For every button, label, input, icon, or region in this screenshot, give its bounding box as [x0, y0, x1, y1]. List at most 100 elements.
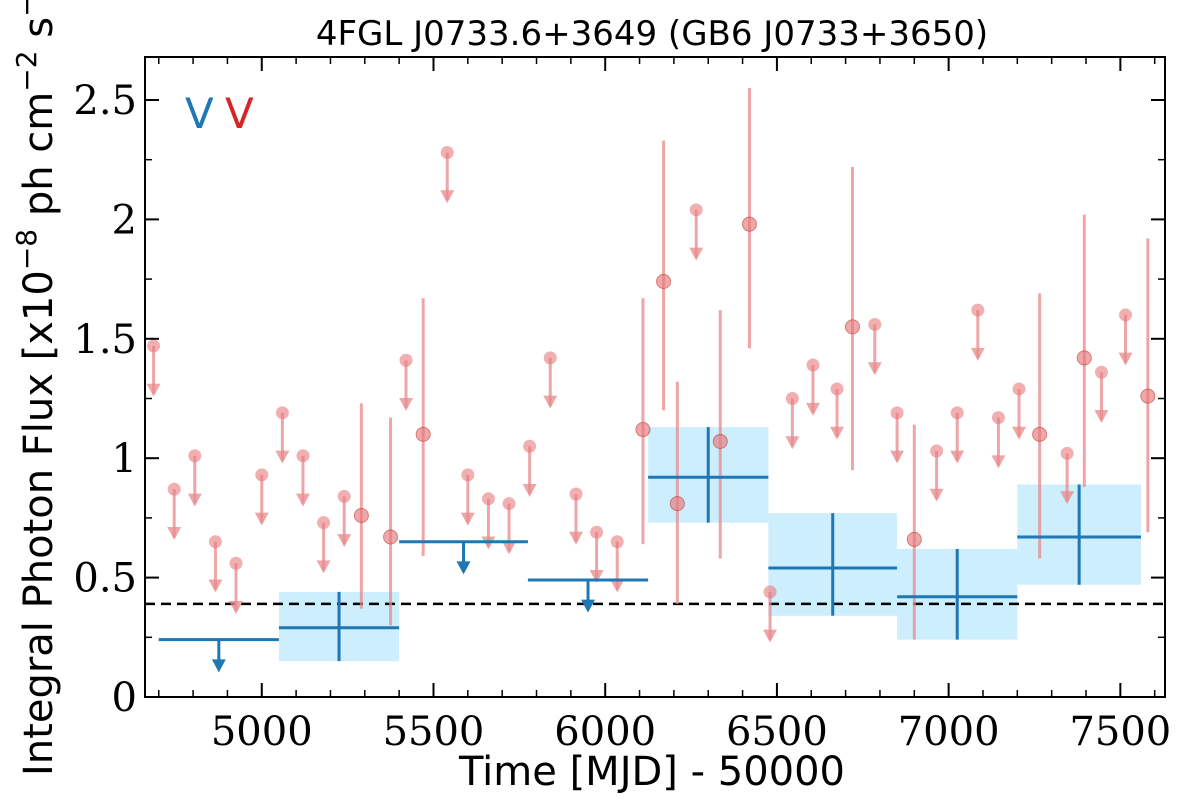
short-upper-limit-point-22 [785, 391, 799, 405]
y-axis-label-main: Integral Photon Flux [x10 [16, 270, 62, 776]
y-axis-label-exp2: −2 [10, 50, 43, 91]
short-upper-limit-arrow-1 [167, 527, 182, 540]
y-axis-label-exp1: −8 [10, 229, 43, 270]
short-upper-limit-point-25 [868, 317, 882, 331]
short-upper-limit-arrow-7 [295, 493, 310, 507]
x-tick-label-5: 7500 [1069, 709, 1171, 755]
short-upper-limit-arrow-22 [785, 436, 800, 450]
short-upper-limit-arrow-12 [460, 512, 475, 526]
legend: V V [185, 89, 254, 138]
short-upper-limit-point-24 [830, 382, 844, 396]
y-tick-label-4: 2 [112, 197, 137, 243]
short-upper-limit-point-3 [208, 535, 222, 549]
short-upper-limit-point-31 [1012, 382, 1026, 396]
short-upper-limit-point-4 [229, 556, 243, 570]
short-upper-limit-point-0 [147, 339, 161, 353]
long-bin-limit-arrow-2 [456, 561, 471, 575]
short-upper-limit-arrow-29 [970, 347, 985, 361]
axes: 5000 5500 6000 6500 7000 7500 0 0.5 1 1.5 2 2.5 [73, 56, 1171, 755]
short-upper-limit-arrow-11 [440, 190, 455, 204]
short-detection-point-9 [906, 531, 922, 547]
short-detection-point-3 [635, 422, 651, 438]
short-upper-limit-point-23 [806, 358, 820, 372]
short-upper-limit-arrow-3 [208, 579, 223, 593]
y-tick-label-0: 0 [112, 675, 137, 721]
short-upper-limit-arrow-34 [1118, 352, 1133, 366]
short-upper-limit-point-26 [890, 406, 904, 420]
short-upper-limit-point-11 [440, 146, 454, 160]
short-upper-limit-arrow-19 [610, 579, 625, 593]
short-detection-point-7 [741, 216, 757, 232]
short-upper-limit-arrow-5 [254, 512, 269, 526]
short-upper-limit-arrow-25 [867, 362, 882, 376]
short-detection-point-0 [353, 508, 369, 524]
short-upper-limit-point-27 [930, 444, 944, 458]
short-upper-limit-point-17 [569, 487, 583, 501]
short-upper-limit-point-32 [1060, 446, 1074, 460]
short-upper-limit-point-13 [481, 492, 495, 506]
short-upper-limit-arrow-0 [146, 383, 161, 397]
short-detection-point-8 [844, 319, 860, 335]
short-upper-limit-point-14 [502, 497, 516, 511]
short-upper-limit-point-1 [167, 482, 181, 496]
short-upper-limit-point-5 [255, 468, 269, 482]
y-tick-label-1: 0.5 [73, 556, 137, 602]
short-upper-limit-arrow-26 [890, 450, 905, 464]
y-tick-label-3: 1.5 [73, 317, 137, 363]
long-bin-limit-arrow-3 [581, 599, 596, 613]
short-upper-limit-arrow-18 [589, 569, 604, 583]
short-upper-limit-point-16 [543, 351, 557, 365]
x-axis-label: Time [MJD] - 50000 [458, 749, 845, 795]
x-tick-label-2: 6000 [554, 709, 656, 755]
short-upper-limit-arrow-8 [316, 560, 331, 574]
short-upper-limit-arrow-28 [950, 450, 965, 464]
short-upper-limit-point-18 [590, 525, 604, 539]
short-upper-limit-point-34 [1119, 308, 1133, 322]
short-upper-limit-arrow-16 [543, 395, 558, 409]
legend-entry-blue: V [185, 89, 214, 138]
short-upper-limit-point-19 [610, 535, 624, 549]
short-upper-limit-arrow-27 [929, 488, 944, 502]
y-tick-label-2: 1 [112, 436, 137, 482]
x-tick-label-0: 5000 [211, 709, 313, 755]
short-upper-limit-point-2 [188, 449, 202, 463]
y-axis-label-exp3: −1 [10, 0, 43, 17]
short-upper-limit-point-30 [991, 411, 1005, 425]
short-upper-limit-point-15 [523, 439, 537, 453]
y-axis-label-mid: ph cm [16, 92, 62, 229]
short-upper-limit-point-7 [296, 449, 310, 463]
short-upper-limit-point-21 [763, 585, 777, 599]
short-upper-limit-arrow-24 [830, 426, 845, 440]
x-tick-label-3: 6500 [726, 709, 828, 755]
short-detection-point-12 [1140, 388, 1156, 404]
short-upper-limit-arrow-2 [187, 493, 202, 507]
chart-title: 4FGL J0733.6+3649 (GB6 J0733+3650) [316, 14, 988, 54]
short-upper-limit-point-6 [275, 406, 289, 420]
x-tick-label-1: 5500 [383, 709, 485, 755]
short-upper-limit-arrow-9 [337, 534, 352, 548]
short-detection-point-2 [415, 426, 431, 442]
short-upper-limit-arrow-17 [569, 531, 584, 545]
short-upper-limit-arrow-6 [275, 450, 290, 464]
short-detection-point-4 [656, 273, 672, 289]
short-upper-limit-point-28 [950, 406, 964, 420]
plot-frame [144, 56, 1166, 698]
short-upper-limit-arrow-20 [689, 247, 704, 261]
short-upper-limit-point-33 [1094, 365, 1108, 379]
short-detection-point-6 [712, 433, 728, 449]
x-tick-label-4: 7000 [898, 709, 1000, 755]
short-upper-limit-arrow-14 [502, 541, 517, 555]
short-upper-limit-point-29 [971, 303, 985, 317]
short-detection-point-11 [1076, 350, 1092, 366]
short-upper-limit-arrow-30 [991, 455, 1006, 469]
short-detection-point-5 [669, 496, 685, 512]
short-upper-limit-arrow-32 [1060, 491, 1075, 505]
short-detection-point-10 [1032, 426, 1048, 442]
y-tick-label-5: 2.5 [73, 78, 137, 124]
y-axis-label-mid2: s [16, 17, 62, 51]
short-upper-limit-arrow-4 [229, 601, 244, 615]
short-upper-limit-arrow-15 [522, 484, 537, 498]
short-upper-limit-arrow-23 [805, 402, 820, 416]
short-upper-limit-point-8 [317, 516, 331, 530]
